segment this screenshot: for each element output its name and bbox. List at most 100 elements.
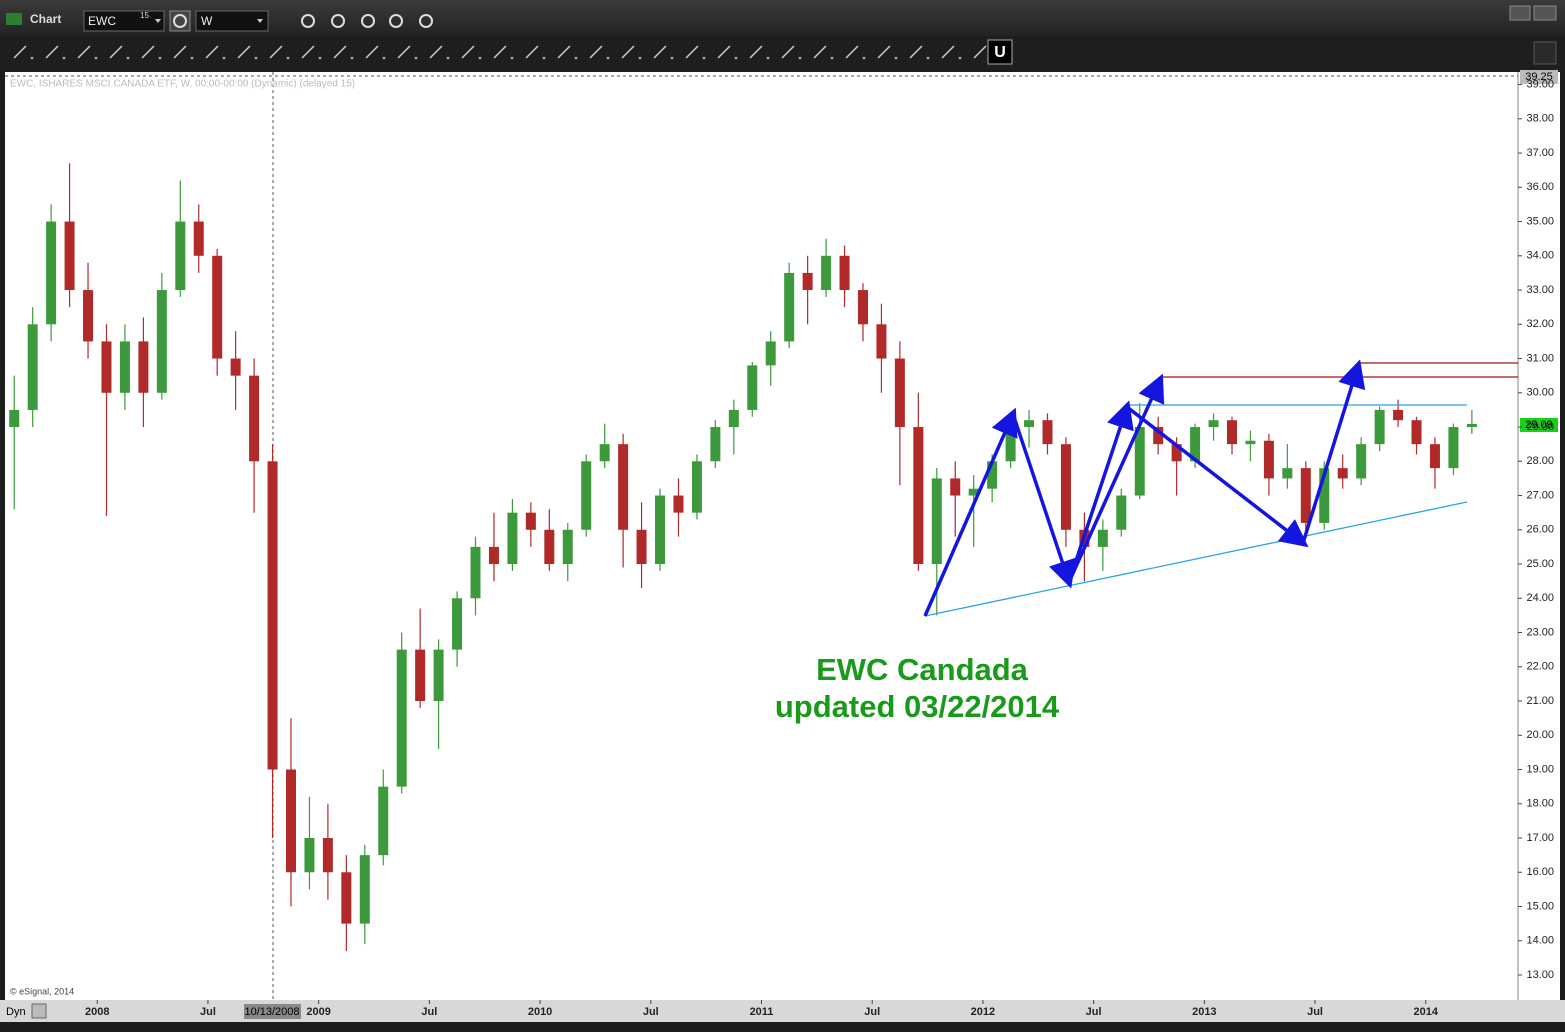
tool-icon	[237, 45, 251, 59]
y-tick-label: 39.00	[1526, 78, 1554, 90]
candle-body	[857, 290, 868, 325]
candle-body	[46, 221, 57, 325]
candle-body	[1337, 468, 1348, 479]
candle-body	[249, 375, 260, 462]
scroll-button[interactable]	[31, 1003, 47, 1019]
tool-icon	[557, 45, 571, 59]
y-tick-label: 19.00	[1526, 763, 1554, 775]
cursor-date: 10/13/2008	[244, 1006, 299, 1018]
candle-body	[618, 444, 629, 530]
magnet-icon: U	[994, 44, 1006, 61]
y-tick-label: 15.00	[1526, 900, 1554, 912]
tool-dropdown	[830, 57, 834, 60]
x-tick-label: Jul	[1307, 1006, 1323, 1018]
tool-icon	[653, 45, 667, 59]
candle-body	[27, 324, 38, 410]
y-tick-label: 29.00	[1526, 421, 1554, 433]
candle-body	[285, 769, 296, 873]
x-tick-label: Jul	[200, 1006, 216, 1018]
candle-body	[1319, 468, 1330, 523]
y-tick-label: 13.00	[1526, 969, 1554, 981]
candle-body	[636, 529, 647, 565]
candle-body	[581, 461, 592, 530]
candle-body	[968, 488, 979, 496]
dropdown-arrow	[155, 19, 161, 23]
tool-dropdown	[926, 57, 930, 60]
candle-body	[507, 512, 518, 565]
candle-body	[1448, 427, 1459, 469]
candle-body	[1227, 420, 1238, 445]
panel-button[interactable]	[1533, 41, 1557, 65]
restore-button[interactable]	[1509, 5, 1531, 21]
y-tick-label: 34.00	[1526, 250, 1554, 262]
y-tick-label: 20.00	[1526, 729, 1554, 741]
tool-dropdown	[254, 57, 258, 60]
settings-button[interactable]	[169, 10, 191, 32]
magnet-button[interactable]	[987, 39, 1013, 65]
candle-body	[691, 461, 702, 513]
candle-body	[1060, 444, 1071, 530]
candle-body	[1097, 529, 1108, 547]
candle-body	[544, 529, 555, 565]
candle-body	[156, 290, 167, 393]
candle-body	[839, 255, 850, 291]
tool-icon	[781, 45, 795, 59]
top-price-box	[1520, 70, 1558, 84]
chart-header: EWC, ISHARES MSCI CANADA ETF, W, 00:00-0…	[10, 79, 355, 90]
tool-dropdown	[318, 57, 322, 60]
drawing-toolbar	[0, 36, 1565, 70]
arrow	[1067, 373, 1165, 583]
candle-body	[765, 341, 776, 366]
y-tick-label: 21.00	[1526, 695, 1554, 707]
tool-icon	[525, 45, 539, 59]
x-axis-area	[0, 1000, 1565, 1022]
candle-body	[64, 221, 75, 291]
interval-box[interactable]	[195, 10, 269, 32]
y-tick-label: 30.00	[1526, 387, 1554, 399]
arrow	[1067, 400, 1134, 583]
x-tick-label: 2008	[85, 1006, 109, 1018]
candle-body	[193, 221, 204, 256]
y-tick-label: 23.00	[1526, 626, 1554, 638]
tool-icon	[877, 45, 891, 59]
y-tick-label: 25.00	[1526, 558, 1554, 570]
tool-icon	[813, 45, 827, 59]
top-price-label: 39.25	[1525, 71, 1553, 83]
candle-body	[599, 444, 610, 462]
y-tick-label: 18.00	[1526, 798, 1554, 810]
candle-body	[987, 461, 998, 489]
y-tick-label: 32.00	[1526, 318, 1554, 330]
mode-label: Dyn	[6, 1006, 26, 1018]
candle-body	[1466, 423, 1477, 428]
tool-dropdown	[638, 57, 642, 60]
candle-body	[1263, 440, 1274, 479]
candle-body	[931, 478, 942, 565]
tool-icon	[941, 45, 955, 59]
watermark: © eSignal, 2014	[10, 986, 74, 996]
settings-icon	[173, 14, 187, 28]
candle-body	[1024, 420, 1035, 428]
dropdown-arrow	[257, 19, 263, 23]
candle-body	[1429, 444, 1440, 469]
candle-body	[304, 838, 315, 873]
candle-body	[1042, 420, 1053, 445]
y-tick-label: 27.00	[1526, 489, 1554, 501]
candle-body	[784, 272, 795, 342]
tool-dropdown	[126, 57, 130, 60]
y-tick-label: 22.00	[1526, 661, 1554, 673]
tool-icon	[365, 45, 379, 59]
candle-body	[488, 546, 499, 565]
symbol-badge: 15	[140, 11, 149, 20]
x-tick-label: 2009	[306, 1006, 330, 1018]
candle-body	[230, 358, 241, 376]
candle-body	[322, 838, 333, 873]
x-tick-label: 2011	[750, 1006, 774, 1018]
x-tick-label: 2012	[971, 1006, 995, 1018]
candle-body	[1116, 495, 1127, 530]
close-button[interactable]	[1533, 5, 1557, 21]
arrow	[1011, 413, 1076, 589]
x-tick-label: Jul	[643, 1006, 659, 1018]
symbol-box[interactable]	[83, 10, 165, 32]
annotation: updated 03/22/2014	[775, 689, 1060, 724]
candle-body	[710, 427, 721, 462]
